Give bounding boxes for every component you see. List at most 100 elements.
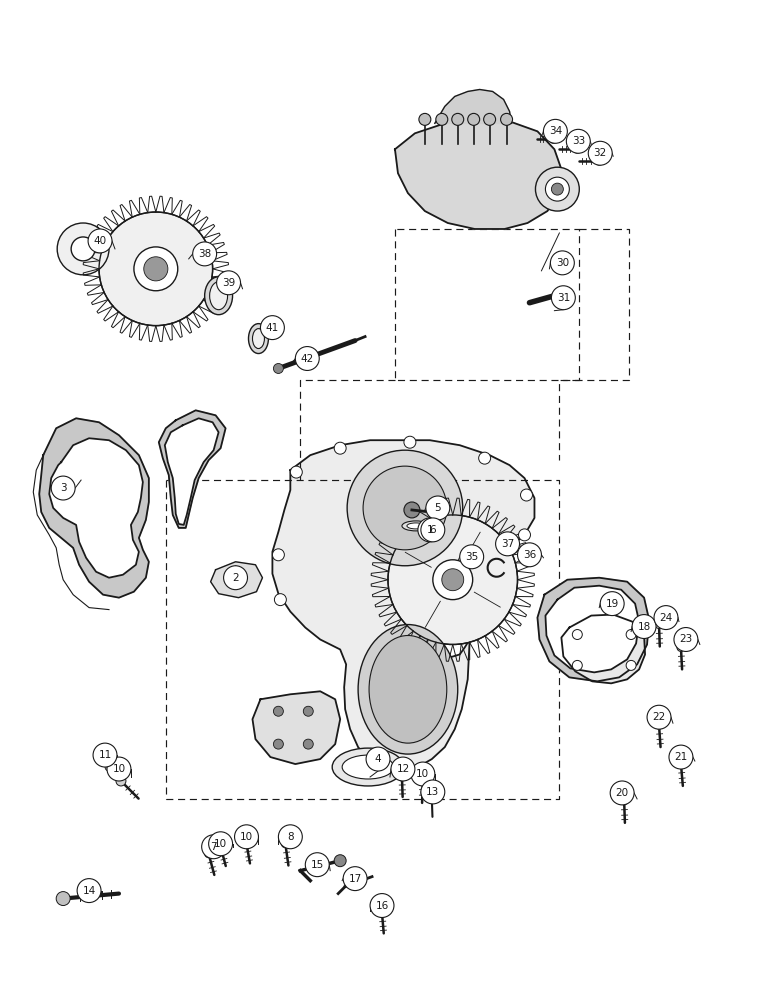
Circle shape bbox=[572, 630, 582, 639]
Polygon shape bbox=[435, 89, 512, 123]
Circle shape bbox=[404, 436, 416, 448]
Text: 8: 8 bbox=[287, 832, 293, 842]
Polygon shape bbox=[546, 586, 639, 672]
Circle shape bbox=[418, 518, 442, 542]
Circle shape bbox=[595, 157, 603, 165]
Circle shape bbox=[334, 442, 346, 454]
Circle shape bbox=[426, 496, 450, 520]
Circle shape bbox=[620, 797, 628, 805]
Polygon shape bbox=[395, 119, 561, 229]
Circle shape bbox=[205, 850, 212, 858]
Circle shape bbox=[421, 518, 445, 542]
Circle shape bbox=[273, 549, 284, 561]
Polygon shape bbox=[561, 615, 645, 683]
Circle shape bbox=[411, 762, 435, 786]
Circle shape bbox=[107, 757, 131, 781]
Circle shape bbox=[116, 776, 126, 786]
Polygon shape bbox=[49, 438, 143, 578]
Circle shape bbox=[483, 113, 496, 125]
Circle shape bbox=[468, 113, 479, 125]
Text: 12: 12 bbox=[396, 764, 410, 774]
Circle shape bbox=[134, 247, 178, 291]
Text: 10: 10 bbox=[240, 832, 253, 842]
Circle shape bbox=[144, 257, 168, 281]
Circle shape bbox=[391, 757, 415, 781]
Circle shape bbox=[388, 515, 517, 644]
Circle shape bbox=[273, 739, 283, 749]
Circle shape bbox=[344, 867, 367, 891]
Circle shape bbox=[442, 569, 464, 591]
Circle shape bbox=[428, 795, 436, 803]
Polygon shape bbox=[164, 418, 218, 525]
Circle shape bbox=[201, 835, 225, 859]
Circle shape bbox=[279, 825, 303, 849]
Circle shape bbox=[496, 532, 520, 556]
Circle shape bbox=[452, 113, 464, 125]
Circle shape bbox=[347, 450, 462, 566]
Circle shape bbox=[626, 660, 636, 670]
Circle shape bbox=[224, 566, 248, 590]
Text: 11: 11 bbox=[98, 750, 112, 760]
Circle shape bbox=[57, 223, 109, 275]
Circle shape bbox=[99, 212, 212, 326]
Text: 22: 22 bbox=[652, 712, 665, 722]
Circle shape bbox=[588, 141, 612, 165]
Text: 23: 23 bbox=[679, 634, 692, 644]
Text: 2: 2 bbox=[232, 573, 239, 583]
Circle shape bbox=[600, 592, 624, 616]
Circle shape bbox=[51, 476, 75, 500]
Circle shape bbox=[242, 840, 250, 848]
Text: 17: 17 bbox=[348, 874, 362, 884]
Text: 24: 24 bbox=[659, 613, 672, 623]
Circle shape bbox=[419, 113, 431, 125]
Text: 35: 35 bbox=[465, 552, 479, 562]
Circle shape bbox=[305, 853, 329, 877]
Circle shape bbox=[217, 843, 225, 851]
Circle shape bbox=[404, 502, 420, 518]
Ellipse shape bbox=[332, 748, 404, 786]
Text: 34: 34 bbox=[549, 126, 562, 136]
Circle shape bbox=[551, 286, 575, 310]
Text: 4: 4 bbox=[374, 754, 381, 764]
Text: 37: 37 bbox=[501, 539, 514, 549]
Text: 42: 42 bbox=[300, 354, 314, 364]
Circle shape bbox=[363, 466, 447, 550]
Circle shape bbox=[677, 760, 685, 768]
Circle shape bbox=[655, 721, 663, 729]
Text: 13: 13 bbox=[426, 787, 439, 797]
Text: 21: 21 bbox=[674, 752, 688, 762]
Text: 40: 40 bbox=[93, 236, 107, 246]
Circle shape bbox=[274, 594, 286, 606]
Ellipse shape bbox=[358, 625, 458, 754]
Text: 5: 5 bbox=[435, 503, 441, 513]
Text: 10: 10 bbox=[416, 769, 429, 779]
Text: 18: 18 bbox=[638, 622, 651, 632]
Circle shape bbox=[655, 621, 663, 629]
Circle shape bbox=[303, 706, 313, 716]
Text: 20: 20 bbox=[615, 788, 628, 798]
Circle shape bbox=[273, 363, 283, 373]
Circle shape bbox=[334, 855, 346, 867]
Ellipse shape bbox=[342, 755, 394, 779]
Circle shape bbox=[303, 739, 313, 749]
Text: 19: 19 bbox=[605, 599, 619, 609]
Circle shape bbox=[677, 643, 685, 651]
Circle shape bbox=[88, 229, 112, 253]
Circle shape bbox=[273, 706, 283, 716]
Circle shape bbox=[77, 879, 101, 903]
Circle shape bbox=[654, 606, 678, 630]
Circle shape bbox=[520, 489, 533, 501]
Ellipse shape bbox=[205, 277, 232, 315]
Circle shape bbox=[193, 242, 217, 266]
Circle shape bbox=[500, 113, 513, 125]
Text: 15: 15 bbox=[310, 860, 324, 870]
Ellipse shape bbox=[402, 521, 430, 531]
Circle shape bbox=[105, 763, 113, 771]
Circle shape bbox=[674, 628, 698, 651]
Text: 31: 31 bbox=[557, 293, 570, 303]
Ellipse shape bbox=[369, 636, 447, 743]
Circle shape bbox=[669, 745, 693, 769]
Polygon shape bbox=[273, 440, 534, 771]
Ellipse shape bbox=[249, 324, 269, 354]
Text: 32: 32 bbox=[594, 148, 607, 158]
